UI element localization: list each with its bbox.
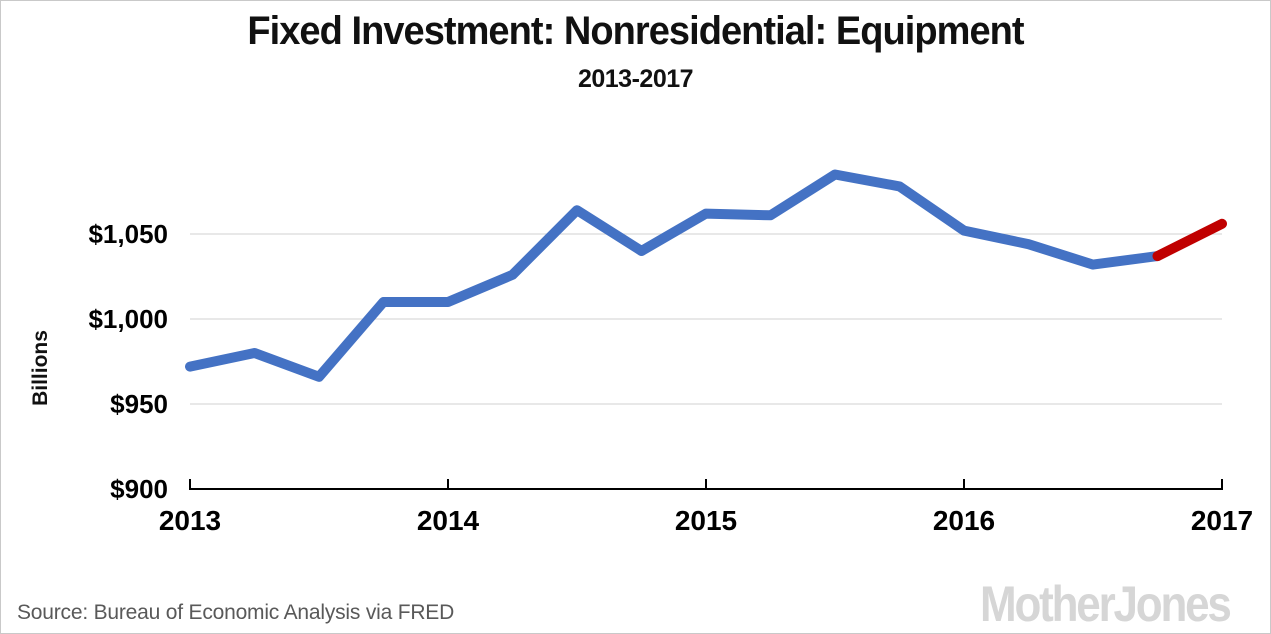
x-tick-label-2014: 2014 bbox=[417, 505, 480, 536]
chart-subtitle: 2013-2017 bbox=[577, 65, 694, 93]
series-line-latest-quarter bbox=[1152, 218, 1227, 262]
mother-jones-logo: MotherJones bbox=[980, 576, 1232, 632]
y-tick-label-1000: $1,000 bbox=[88, 304, 168, 334]
x-tick-label-2013: 2013 bbox=[159, 505, 221, 536]
x-tick-label-2015: 2015 bbox=[675, 505, 737, 536]
y-tick-label-900: $900 bbox=[110, 474, 168, 504]
y-tick-label-1050: $1,050 bbox=[88, 219, 168, 249]
y-tick-label-950: $950 bbox=[110, 389, 168, 419]
x-tick-label-2016: 2016 bbox=[933, 505, 995, 536]
source-note: Source: Bureau of Economic Analysis via … bbox=[17, 601, 455, 624]
series-line-actual bbox=[185, 169, 1163, 382]
x-tick-label-2017: 2017 bbox=[1191, 505, 1253, 536]
chart-title: Fixed Investment: Nonresidential: Equipm… bbox=[247, 9, 1024, 53]
